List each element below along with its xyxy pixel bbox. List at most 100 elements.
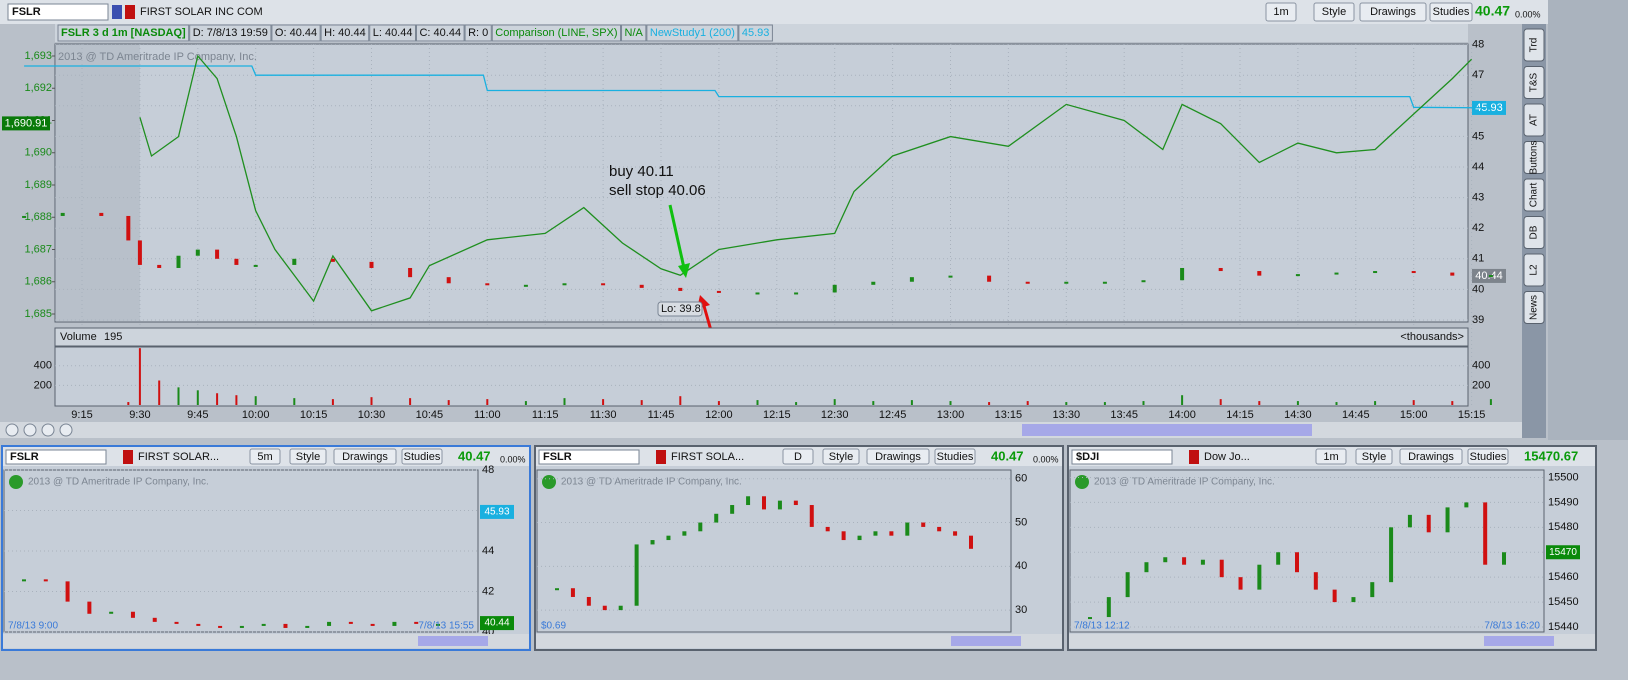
toolbar-button[interactable] — [401, 448, 443, 465]
header-box — [320, 24, 370, 42]
toolbar-button-label: Style — [829, 451, 853, 463]
scroll-thumb[interactable] — [1484, 636, 1554, 646]
toolbar-button[interactable] — [1467, 448, 1509, 465]
toolbar-button-label: Studies — [404, 451, 441, 463]
candle — [414, 621, 419, 624]
toolbar-button-label: Style — [1362, 451, 1386, 463]
side-tab[interactable] — [1523, 216, 1545, 249]
toolbar-button[interactable] — [289, 448, 327, 465]
info-icon[interactable] — [9, 475, 23, 489]
symbol-box[interactable] — [7, 3, 109, 21]
volume-bar — [1103, 402, 1106, 405]
candle — [408, 267, 413, 278]
annotation: sell stop 40.06 — [609, 182, 706, 199]
price-flag — [1546, 545, 1580, 560]
price-flag-label: 15470 — [1549, 547, 1577, 558]
scroll-thumb[interactable] — [1022, 424, 1312, 436]
candle — [1295, 274, 1300, 277]
scroll-thumb[interactable] — [951, 636, 1021, 646]
side-tab[interactable] — [1523, 141, 1545, 174]
time-label: 13:45 — [1110, 409, 1138, 421]
volume-tick-label: 400 — [1472, 360, 1490, 372]
candle — [1064, 281, 1069, 284]
date-label: $0.69 — [541, 621, 566, 632]
toolbar-button[interactable] — [1355, 448, 1393, 465]
scroll-thumb[interactable] — [418, 636, 488, 646]
volume-units: <thousands> — [1400, 331, 1464, 343]
candle — [1445, 507, 1450, 533]
info-icon[interactable] — [542, 475, 556, 489]
candle — [1295, 552, 1299, 573]
symbol-box[interactable] — [1071, 449, 1173, 465]
candle — [871, 281, 876, 285]
price-flag-label: 45.93 — [484, 507, 509, 518]
volume-bar — [1258, 401, 1261, 405]
candle — [1450, 272, 1455, 276]
side-tab[interactable] — [1523, 28, 1545, 62]
date-label: 7/8/13 12:12 — [1074, 621, 1130, 632]
header-item: C: 40.44 — [419, 27, 461, 39]
toolbar-button[interactable] — [866, 448, 930, 465]
change: 0.00% — [1515, 9, 1541, 19]
side-tab[interactable] — [1523, 66, 1545, 99]
time-label: 15:00 — [1400, 409, 1428, 421]
scrollbar — [536, 634, 1062, 648]
panel-name: FIRST SOLAR... — [138, 451, 219, 463]
zoom-button[interactable] — [5, 423, 19, 437]
toolbar-button[interactable] — [822, 448, 860, 465]
side-tab[interactable] — [1523, 291, 1545, 324]
volume-bar — [1451, 401, 1454, 405]
symbol-box[interactable] — [538, 449, 640, 465]
y-tick-label: 15460 — [1548, 571, 1579, 583]
side-tab-label: DB — [1529, 225, 1540, 239]
side-tab[interactable] — [1523, 103, 1545, 137]
time-label: 14:15 — [1226, 409, 1254, 421]
scrollbar — [3, 634, 529, 648]
zoom-button[interactable] — [59, 423, 73, 437]
volume-bar — [235, 395, 238, 405]
volume-bar — [177, 387, 180, 405]
volume-bar — [486, 399, 489, 405]
toolbar-button[interactable] — [1399, 448, 1463, 465]
candle — [215, 249, 220, 259]
toolbar-button-label: Style — [296, 451, 320, 463]
date-label: 7/8/13 16:20 — [1484, 621, 1540, 632]
link-icon[interactable] — [112, 5, 122, 19]
red-icon[interactable] — [123, 450, 133, 464]
right-tick-label: 39 — [1472, 314, 1484, 326]
right-tick-label: 42 — [1472, 222, 1484, 234]
toolbar-button[interactable] — [934, 448, 976, 465]
time-label: 9:30 — [129, 409, 150, 421]
red-icon[interactable] — [125, 5, 135, 19]
toolbar-button[interactable] — [782, 448, 814, 465]
side-tab-label: L2 — [1529, 264, 1540, 276]
zoom-button[interactable] — [41, 423, 55, 437]
toolbar-button[interactable] — [249, 448, 281, 465]
toolbar-button[interactable] — [1265, 2, 1297, 22]
side-tab[interactable] — [1523, 178, 1545, 212]
time-label: 13:00 — [937, 409, 965, 421]
toolbar-button[interactable] — [1313, 2, 1355, 22]
candle — [714, 513, 719, 523]
symbol-box[interactable] — [5, 449, 107, 465]
info-icon[interactable] — [1075, 475, 1089, 489]
red-icon[interactable] — [1189, 450, 1199, 464]
time-label: 10:45 — [416, 409, 444, 421]
zoom-button[interactable] — [23, 423, 37, 437]
candle — [137, 240, 142, 265]
date-label: 7/8/13 15:55 — [418, 621, 474, 632]
red-icon[interactable] — [656, 450, 666, 464]
candle — [174, 621, 179, 624]
candle — [639, 284, 644, 288]
header-box — [738, 24, 773, 42]
candle — [618, 605, 623, 611]
candle — [1219, 559, 1224, 578]
toolbar-button[interactable] — [333, 448, 397, 465]
candle — [261, 623, 266, 626]
side-tab[interactable] — [1523, 253, 1545, 287]
volume-bar — [254, 396, 257, 405]
toolbar-button[interactable] — [1429, 2, 1473, 22]
toolbar-button[interactable] — [1359, 2, 1427, 22]
toolbar-button[interactable] — [1315, 448, 1347, 465]
candle — [1407, 514, 1412, 528]
